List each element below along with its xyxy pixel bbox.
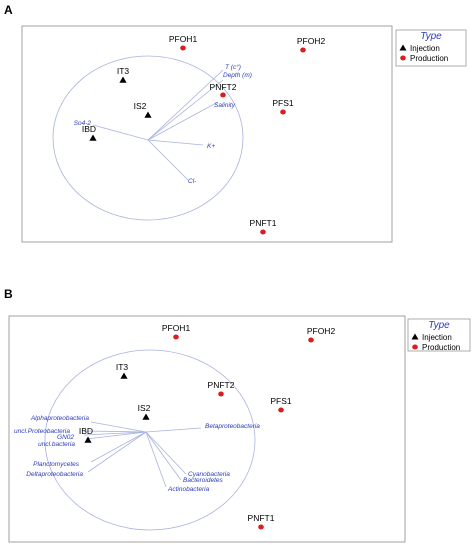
point-label: PNFT2 <box>208 380 235 390</box>
injection-point <box>119 76 127 83</box>
point-label: PFOH1 <box>169 34 198 44</box>
legend-injection-marker <box>411 333 419 340</box>
vector-label: Cyanobacteria <box>188 471 230 478</box>
point-label: IBD <box>82 124 96 134</box>
point-label: IBD <box>79 426 93 436</box>
vector-line <box>90 421 147 433</box>
vector-label: Depth (m) <box>223 72 252 79</box>
point-label: PFS1 <box>270 396 292 406</box>
point-label: PNFT1 <box>250 218 277 228</box>
point-label: PNFT1 <box>248 513 275 523</box>
vector-line <box>147 139 204 146</box>
point-label: PFOH2 <box>307 326 336 336</box>
plot-frame <box>21 25 393 243</box>
production-point <box>300 47 306 53</box>
production-point <box>173 334 179 340</box>
plot-frame <box>8 315 406 543</box>
vector-line <box>85 431 147 440</box>
point-label: IS2 <box>134 101 147 111</box>
vector-line <box>87 431 147 473</box>
vector-label: Betaproteobacteria <box>205 423 260 430</box>
legend-injection-marker <box>399 44 407 51</box>
vector-line <box>147 79 224 141</box>
vector-label: Cl- <box>188 178 197 185</box>
point-label: PNFT2 <box>210 82 237 92</box>
legend-title: Type <box>428 320 450 331</box>
production-point <box>180 45 186 51</box>
vector-line <box>145 431 187 475</box>
injection-point <box>142 413 150 420</box>
point-label: IS2 <box>138 403 151 413</box>
legend-entry-label: Injection <box>410 44 440 53</box>
vector-label: Actinobacteria <box>167 486 210 493</box>
point-label: PFS1 <box>272 98 294 108</box>
vector-label: uncl.bacteria <box>38 441 75 448</box>
production-point <box>280 109 286 115</box>
point-label: IT3 <box>116 362 129 372</box>
vector-label: uncl.Proteobacteria <box>14 428 70 435</box>
vector-label: So4-2 <box>74 120 92 127</box>
production-point <box>308 337 314 343</box>
vector-line <box>92 124 149 141</box>
vector-line <box>145 427 202 433</box>
vector-line <box>147 139 189 181</box>
legend-entry-label: Injection <box>422 333 452 342</box>
panel-a: A T (c°)Depth (m) Salinity So4-2 K+ Cl- PFOH1 P… <box>4 3 467 243</box>
vector-label: Planctomycetes <box>33 461 80 468</box>
vector-label: K+ <box>207 143 215 150</box>
legend-box <box>395 29 467 67</box>
production-point <box>258 524 264 530</box>
panel-letter: B <box>4 287 13 301</box>
vector-line <box>90 431 147 463</box>
legend-entry-label: Production <box>410 54 448 63</box>
production-point <box>220 92 226 98</box>
legend-production-marker <box>400 55 406 61</box>
legend-title: Type <box>420 31 442 42</box>
vector-line <box>83 430 147 433</box>
point-label: PFOH2 <box>297 36 326 46</box>
production-point <box>218 391 224 397</box>
panel-letter: A <box>4 3 13 17</box>
correlation-circle <box>52 55 244 221</box>
vector-label: T (c°) <box>225 63 241 71</box>
legend-box <box>407 318 471 352</box>
correlation-circle <box>44 349 256 531</box>
injection-point <box>144 111 152 118</box>
injection-point <box>89 134 97 141</box>
panel-b: B Alphaproteobacteria uncl.ProteobacteriaG… <box>4 287 471 543</box>
vector-line <box>147 101 219 141</box>
legend-entry-label: Production <box>422 343 460 352</box>
vector-line <box>145 431 167 488</box>
point-label: IT3 <box>117 66 130 76</box>
production-point <box>278 407 284 413</box>
vector-label: Alphaproteobacteria <box>30 415 90 422</box>
production-point <box>260 229 266 235</box>
legend-production-marker <box>412 344 418 350</box>
vector-label: Deltaproteobacteria <box>26 471 83 478</box>
point-label: PFOH1 <box>162 323 191 333</box>
vector-label: Salinity <box>214 102 236 109</box>
vector-label: Bacteroidetes <box>183 477 223 484</box>
vector-line <box>83 431 147 436</box>
injection-point <box>120 372 128 379</box>
injection-point <box>84 436 92 443</box>
vector-line <box>147 69 224 141</box>
vector-label: GN02 <box>57 434 74 441</box>
vector-line <box>145 431 182 481</box>
